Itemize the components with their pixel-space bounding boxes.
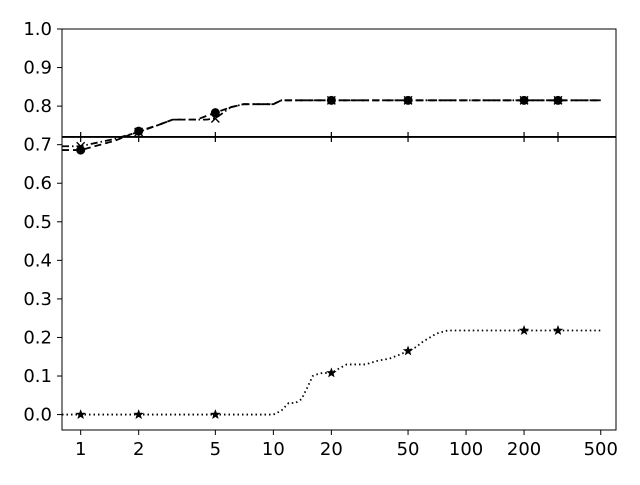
series-layer bbox=[62, 95, 616, 420]
data-point-x bbox=[326, 95, 336, 105]
data-point-plus bbox=[210, 131, 221, 142]
y-tick-label: 0.6 bbox=[23, 173, 52, 194]
series-line bbox=[62, 329, 601, 416]
y-tick-label: 0.9 bbox=[23, 58, 52, 79]
x-tick-label: 500 bbox=[584, 439, 618, 460]
y-tick-label: 0.1 bbox=[23, 366, 52, 387]
x-tick-label: 2 bbox=[133, 439, 144, 460]
data-point-plus bbox=[75, 131, 86, 142]
tick-layer: 1 2 5 10 20 50 100 200 500 0.0 0.1 0.2 0.3 0.4 0.5 0.6 0… bbox=[23, 19, 618, 460]
data-point-x bbox=[76, 141, 86, 151]
y-tick-label: 0.2 bbox=[23, 327, 52, 348]
series-3 bbox=[62, 325, 601, 420]
data-point-star bbox=[326, 367, 337, 378]
x-tick-label: 50 bbox=[397, 439, 420, 460]
data-point-plus bbox=[552, 131, 563, 142]
data-point-star bbox=[518, 325, 530, 335]
data-point-star bbox=[133, 409, 144, 420]
data-point-x bbox=[553, 95, 563, 105]
series-line bbox=[62, 99, 601, 151]
data-point-circle bbox=[210, 108, 220, 118]
y-tick-label: 0.4 bbox=[23, 250, 52, 271]
y-tick-label: 1.0 bbox=[23, 19, 52, 40]
series-1 bbox=[62, 95, 601, 155]
x-tick-label: 1 bbox=[75, 439, 86, 460]
x-tick-label: 5 bbox=[210, 439, 221, 460]
x-tick-label: 100 bbox=[449, 439, 483, 460]
data-point-star bbox=[210, 409, 221, 420]
y-tick-label: 0.8 bbox=[23, 96, 52, 117]
series-2 bbox=[62, 95, 601, 151]
series-0 bbox=[62, 131, 616, 142]
data-point-x bbox=[210, 113, 220, 123]
data-point-star bbox=[402, 345, 414, 356]
data-point-x bbox=[519, 95, 529, 105]
y-tick-label: 0.5 bbox=[23, 212, 52, 233]
y-tick-label: 0.0 bbox=[23, 405, 52, 426]
data-point-plus bbox=[326, 131, 337, 142]
plot-frame bbox=[61, 28, 617, 431]
data-point-star bbox=[552, 325, 564, 335]
y-tick-label: 0.3 bbox=[23, 289, 52, 310]
x-tick-label: 200 bbox=[507, 439, 541, 460]
x-tick-label: 20 bbox=[320, 439, 343, 460]
y-tick-label: 0.7 bbox=[23, 135, 52, 156]
data-point-plus bbox=[519, 131, 530, 142]
data-point-plus bbox=[403, 131, 414, 142]
x-tick-label: 10 bbox=[262, 439, 285, 460]
data-point-x bbox=[403, 95, 413, 105]
data-point-star bbox=[75, 409, 86, 420]
data-point-x bbox=[134, 127, 144, 137]
series-line bbox=[62, 99, 601, 148]
